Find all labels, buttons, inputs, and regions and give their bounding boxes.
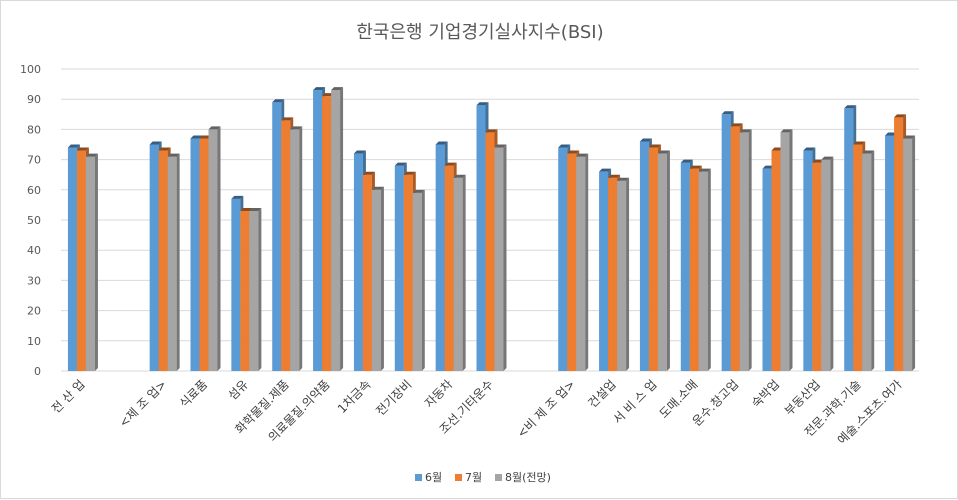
x-category-label: 부동산업 — [782, 377, 823, 418]
bar-8월(전망) — [331, 87, 344, 371]
bar-8월(전망) — [208, 126, 221, 372]
legend-swatch — [455, 474, 462, 481]
y-tick-label: 0 — [34, 365, 41, 378]
x-category-label: 건설업 — [585, 377, 618, 410]
legend-item: 8월(전망) — [495, 471, 551, 484]
bar-8월(전망) — [862, 150, 875, 371]
bar-8월(전망) — [657, 150, 670, 371]
legend-item: 6월 — [415, 471, 442, 484]
bar-8월(전망) — [371, 186, 384, 371]
bar-8월(전망) — [249, 207, 262, 371]
legend-label: 7월 — [465, 471, 482, 484]
x-category-label: 섬유 — [225, 377, 251, 403]
x-category-label: <제 조 업> — [116, 377, 169, 430]
y-tick-label: 100 — [20, 63, 41, 76]
y-tick-label: 60 — [27, 184, 41, 197]
y-tick-label: 10 — [27, 335, 41, 348]
legend-swatch — [495, 474, 502, 481]
y-tick-label: 20 — [27, 305, 41, 318]
x-category-label: 전기장비 — [373, 377, 414, 418]
bar-8월(전망) — [494, 144, 507, 371]
bars — [67, 87, 916, 372]
x-category-label: <비 제 조 업> — [514, 377, 577, 440]
bar-8월(전망) — [290, 126, 303, 372]
x-category-label: 전 산 업 — [49, 377, 88, 416]
y-tick-label: 40 — [27, 244, 41, 257]
y-tick-label: 30 — [27, 274, 41, 287]
y-tick-label: 90 — [27, 93, 41, 106]
legend-item: 7월 — [455, 471, 482, 484]
bar-8월(전망) — [739, 129, 752, 371]
legend-label: 8월(전망) — [505, 471, 551, 484]
y-tick-label: 70 — [27, 154, 41, 167]
bar-8월(전망) — [576, 153, 589, 371]
x-category-label: 1차금속 — [335, 377, 374, 416]
legend-swatch — [415, 474, 422, 481]
bar-8월(전망) — [903, 135, 916, 371]
bar-8월(전망) — [412, 189, 425, 371]
legend-label: 6월 — [425, 471, 442, 484]
bar-8월(전망) — [453, 174, 466, 371]
legend: 6월 7월 8월(전망) — [415, 471, 551, 484]
bar-8월(전망) — [167, 153, 180, 371]
chart-title: 한국은행 기업경기실사지수(BSI) — [356, 22, 603, 43]
bar-8월(전망) — [85, 153, 98, 371]
bar-8월(전망) — [617, 177, 630, 371]
bar-8월(전망) — [821, 156, 834, 371]
x-category-label: 서 비 스 업 — [610, 377, 659, 426]
y-tick-label: 50 — [27, 214, 41, 227]
bar-8월(전망) — [780, 129, 793, 371]
x-category-label: 숙박업 — [749, 377, 782, 410]
y-tick-label: 80 — [27, 123, 41, 136]
x-category-label: 자동차 — [422, 377, 455, 410]
x-category-label: 식료품 — [177, 377, 210, 410]
y-axis-ticks: 0 10 20 30 40 50 60 70 80 90 100 — [20, 63, 41, 378]
bar-8월(전망) — [698, 168, 711, 371]
